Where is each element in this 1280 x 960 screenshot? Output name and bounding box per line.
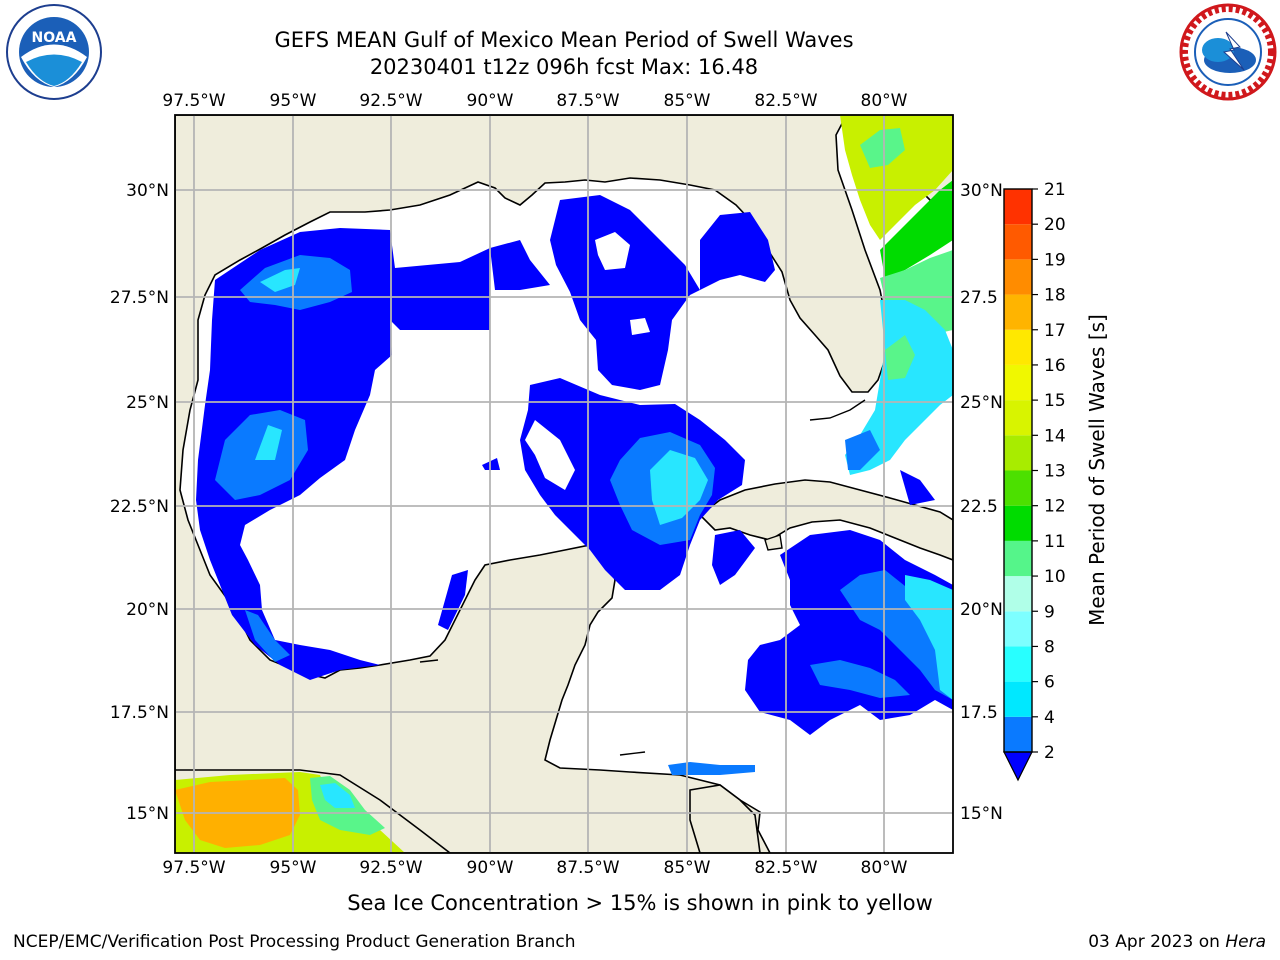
lat-labels-right: 30°N 27.5 25°N 22.5 20°N 17.5 15°N <box>960 181 1003 824</box>
lat-label: 17.5°N <box>110 703 169 723</box>
lon-label: 95°W <box>270 858 317 878</box>
colorbar-segment <box>1004 259 1032 295</box>
svg-text:NOAA: NOAA <box>32 30 77 46</box>
lon-label: 85°W <box>664 91 711 111</box>
colorbar-tick-label: 16 <box>1044 356 1066 376</box>
lat-label: 27.5 <box>960 288 998 308</box>
lon-label: 87.5°W <box>556 91 619 111</box>
lat-labels-left: 30°N 27.5°N 25°N 22.5°N 20°N 17.5°N 15°N <box>110 181 169 824</box>
lat-label: 17.5 <box>960 703 998 723</box>
colorbar-segment <box>1004 470 1032 506</box>
lat-label: 20°N <box>126 600 169 620</box>
lon-label: 97.5°W <box>162 858 225 878</box>
colorbar-segment <box>1004 400 1032 436</box>
colorbar-segment <box>1004 540 1032 577</box>
colorbar-label: Mean Period of Swell Waves [s] <box>1085 314 1109 626</box>
lon-label: 87.5°W <box>556 858 619 878</box>
lat-label: 22.5°N <box>110 497 169 517</box>
colorbar-segment <box>1004 189 1032 225</box>
ice-note: Sea Ice Concentration > 15% is shown in … <box>347 891 933 915</box>
lon-label: 92.5°W <box>359 858 422 878</box>
colorbar-tick-label: 19 <box>1044 250 1066 270</box>
colorbar-segment <box>1004 505 1032 541</box>
colorbar-tick-label: 10 <box>1044 567 1066 587</box>
lon-label: 97.5°W <box>162 91 225 111</box>
map-frame <box>174 114 954 854</box>
colorbar-tick-label: 2 <box>1044 743 1055 763</box>
lat-label: 15°N <box>960 804 1003 824</box>
lat-label: 25°N <box>126 393 169 413</box>
lon-label: 90°W <box>467 91 514 111</box>
colorbar-under-arrow <box>1003 751 1033 782</box>
colorbar-tick-label: 4 <box>1044 708 1055 728</box>
colorbar-tick-label: 9 <box>1044 602 1055 622</box>
gridlines <box>175 115 953 853</box>
footer-date-text: 03 Apr 2023 on <box>1088 932 1226 952</box>
colorbar-tick-label: 6 <box>1044 673 1055 693</box>
lat-label: 27.5°N <box>110 288 169 308</box>
lat-label: 30°N <box>960 181 1003 201</box>
colorbar-tick-label: 11 <box>1044 532 1066 552</box>
colorbar-segment <box>1004 716 1032 752</box>
colorbar-segment <box>1004 576 1032 612</box>
colorbar-segment <box>1004 435 1032 471</box>
footer-host: Hera <box>1225 932 1266 952</box>
colorbar-segment <box>1004 611 1032 647</box>
us-landmass <box>175 115 953 853</box>
lon-label: 82.5°W <box>754 858 817 878</box>
colorbar-tick-label: 13 <box>1044 462 1066 482</box>
plot-subtitle: 20230401 t12z 096h fcst Max: 16.48 <box>369 55 759 79</box>
colorbar-tick-label: 8 <box>1044 637 1055 657</box>
lon-label: 85°W <box>664 858 711 878</box>
colorbar-segment <box>1004 294 1032 330</box>
footer-credit: NCEP/EMC/Verification Post Processing Pr… <box>13 932 576 952</box>
colorbar-tick-label: 12 <box>1044 497 1066 517</box>
lat-label: 30°N <box>126 181 169 201</box>
colorbar-segment <box>1004 364 1032 401</box>
lon-labels-bottom: 97.5°W 95°W 92.5°W 90°W 87.5°W 85°W 82.5… <box>162 858 907 878</box>
footer-date: 03 Apr 2023 on Hera <box>1088 932 1266 952</box>
colorbar-tick-label: 18 <box>1044 286 1066 306</box>
lat-label: 15°N <box>126 804 169 824</box>
lat-label: 22.5 <box>960 497 998 517</box>
colorbar-tick-label: 14 <box>1044 426 1066 446</box>
colorbar-tick-label: 20 <box>1044 215 1066 235</box>
colorbar-segment <box>1004 646 1032 682</box>
swell-field <box>175 115 953 853</box>
lon-label: 80°W <box>861 858 908 878</box>
lon-label: 82.5°W <box>754 91 817 111</box>
colorbar-tick-label: 21 <box>1044 180 1066 200</box>
lat-label: 20°N <box>960 600 1003 620</box>
lon-label: 95°W <box>270 91 317 111</box>
colorbar: 2 4 6 8 9 10 11 12 13 14 15 16 17 18 19 20 21 <box>1003 180 1066 782</box>
lon-label: 90°W <box>467 858 514 878</box>
colorbar-segment <box>1004 329 1032 365</box>
noaa-logo: NOAA <box>6 4 102 100</box>
lon-label: 80°W <box>861 91 908 111</box>
colorbar-segment <box>1004 224 1032 260</box>
lon-label: 92.5°W <box>359 91 422 111</box>
lon-labels-top: 97.5°W 95°W 92.5°W 90°W 87.5°W 85°W 82.5… <box>162 91 907 111</box>
plot-title: GEFS MEAN Gulf of Mexico Mean Period of … <box>274 28 854 52</box>
colorbar-segment <box>1004 681 1032 717</box>
colorbar-tick-label: 15 <box>1044 391 1066 411</box>
map-panel <box>175 115 953 853</box>
nws-logo <box>1179 3 1277 101</box>
colorbar-tick-label: 17 <box>1044 321 1066 341</box>
lat-label: 25°N <box>960 393 1003 413</box>
